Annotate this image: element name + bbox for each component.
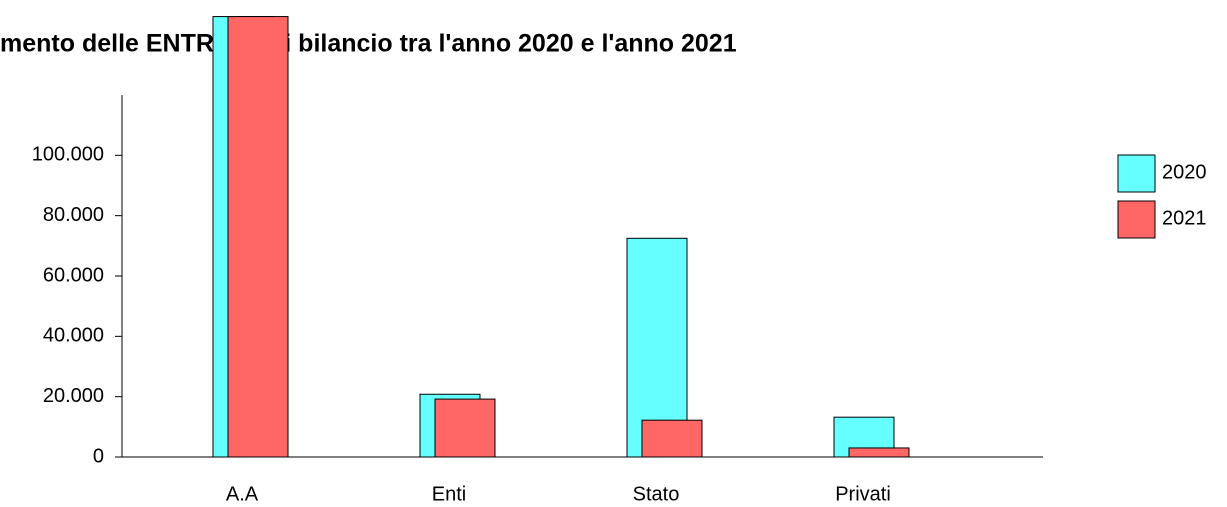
- bar: [434, 398, 496, 458]
- x-tick-label: Privati: [835, 483, 891, 505]
- y-tick-label: 40.000: [43, 325, 104, 347]
- x-tick-label: A.A: [226, 483, 259, 505]
- legend-label: 2021: [1162, 207, 1207, 229]
- x-tick-label: Stato: [633, 483, 680, 505]
- chart-title: mento delle ENTRATE di bilancio tra l'an…: [0, 30, 737, 58]
- x-tick-label: Enti: [432, 483, 466, 505]
- bar: [848, 447, 910, 458]
- y-tick-label: 100.000: [32, 144, 104, 166]
- legend-label: 2020: [1162, 161, 1207, 183]
- y-tick-label: 0: [93, 445, 104, 467]
- legend-swatch: [1117, 154, 1156, 193]
- y-tick-label: 20.000: [43, 385, 104, 407]
- legend-swatch: [1117, 200, 1156, 239]
- bar: [227, 16, 289, 458]
- y-tick-label: 60.000: [43, 264, 104, 286]
- y-tick-label: 80.000: [43, 204, 104, 226]
- bar: [641, 419, 703, 458]
